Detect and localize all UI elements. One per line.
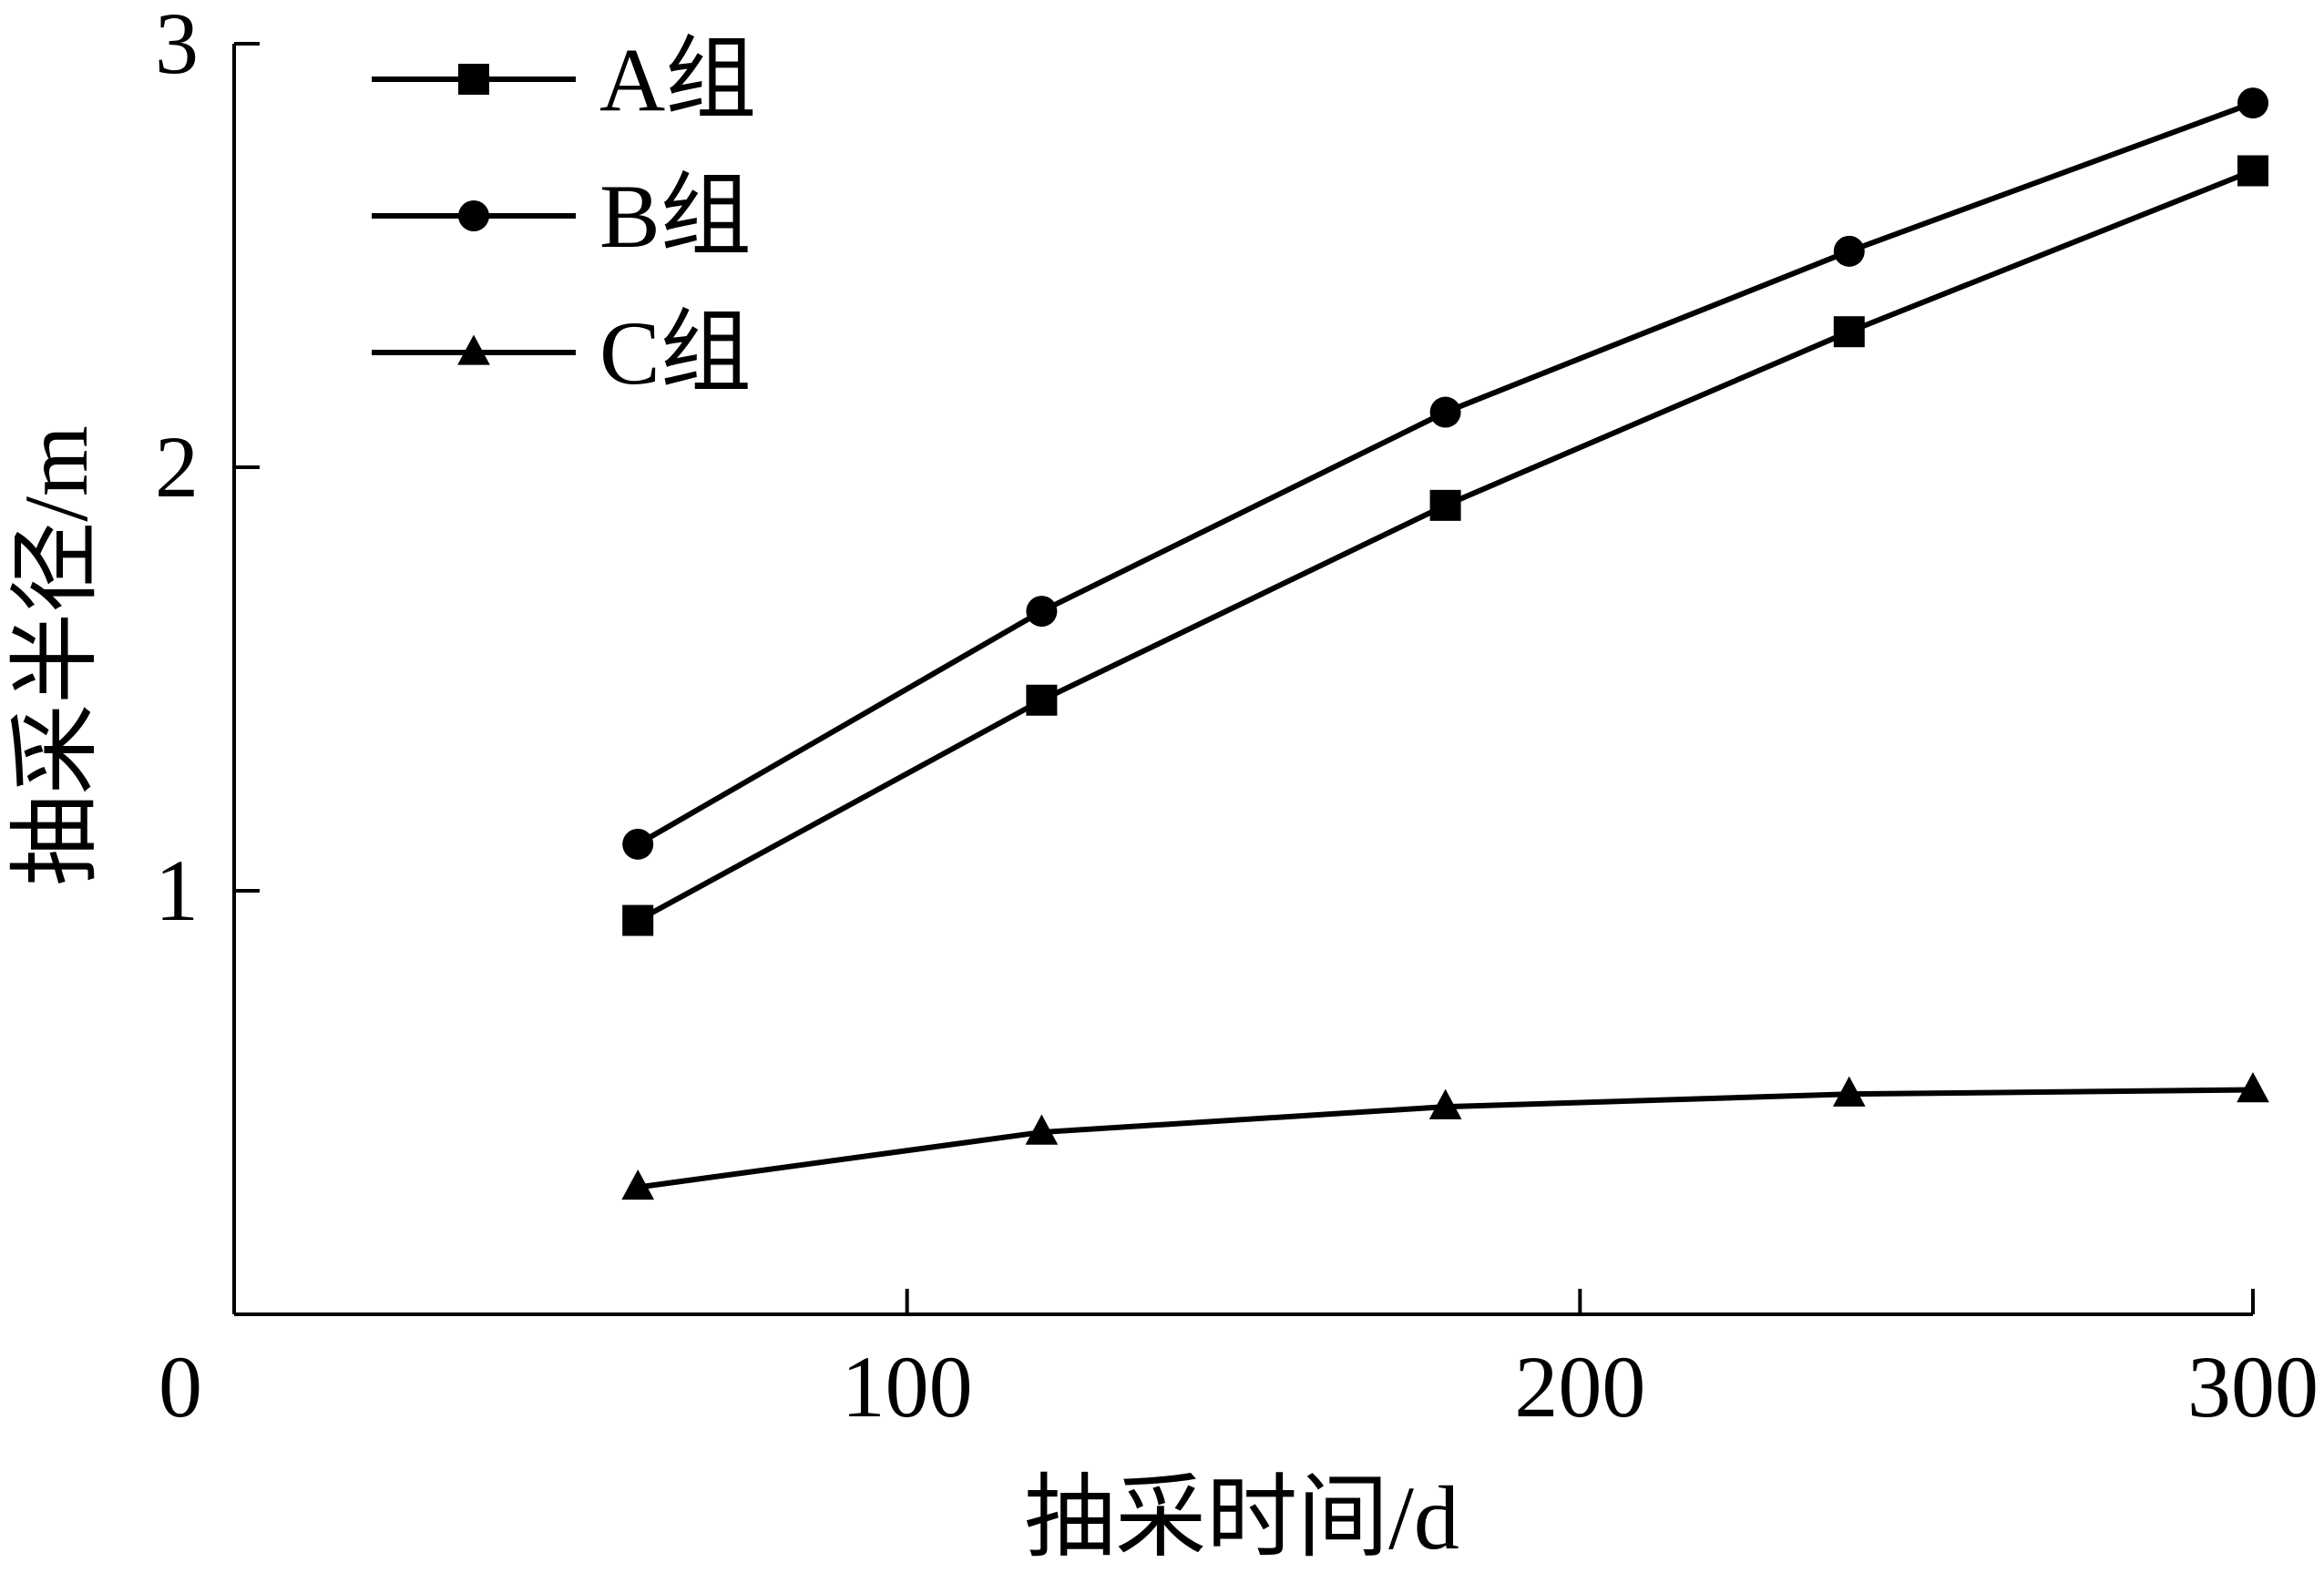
y-tick-label: 3 (155, 0, 199, 92)
data-point-square (1833, 316, 1865, 348)
data-point-square (1026, 684, 1058, 716)
ticks: 0 100 200 300 1 2 3 (155, 0, 2319, 1435)
data-point-triangle (2237, 1072, 2269, 1103)
data-point-triangle (1025, 1114, 1059, 1145)
x-tick-label: 200 (1514, 1338, 1645, 1435)
y-axis-title: 抽采半径/m (5, 425, 107, 886)
data-point-square (1429, 489, 1461, 521)
data-point-square (622, 904, 654, 936)
legend-label: B组 (599, 166, 752, 267)
series-layer (621, 87, 2269, 1200)
series-3 (621, 1072, 2269, 1200)
data-point-triangle (1428, 1088, 1462, 1119)
data-point-circle (2237, 87, 2268, 119)
legend-marker-triangle (457, 334, 490, 365)
legend-item: C组 (372, 302, 752, 403)
legend-marker-circle (458, 200, 489, 231)
data-point-circle (1026, 596, 1058, 628)
legend-label: A组 (599, 29, 756, 130)
x-tick-label: 300 (2187, 1338, 2319, 1435)
x-tick-label: 100 (842, 1338, 973, 1435)
data-point-square (2237, 155, 2268, 187)
data-point-circle (622, 828, 654, 860)
series-line (636, 100, 2255, 847)
y-tick-label: 2 (155, 418, 199, 516)
series-2 (622, 87, 2268, 860)
legend-item: B组 (372, 166, 752, 267)
x-axis-title: 抽采时间/d (1024, 1467, 1459, 1568)
x-tick-label: 0 (159, 1338, 202, 1435)
series-line (636, 168, 2255, 924)
legend-item: A组 (372, 29, 756, 130)
data-point-circle (1833, 235, 1865, 267)
data-point-triangle (621, 1169, 655, 1200)
series-1 (622, 155, 2268, 936)
data-point-circle (1429, 396, 1461, 428)
legend-marker-square (458, 64, 489, 95)
axes (232, 44, 2253, 1316)
data-point-triangle (1832, 1076, 1866, 1107)
legend: A组 B组 C组 (372, 29, 756, 403)
y-tick-label: 1 (155, 842, 199, 939)
legend-label: C组 (599, 302, 752, 403)
